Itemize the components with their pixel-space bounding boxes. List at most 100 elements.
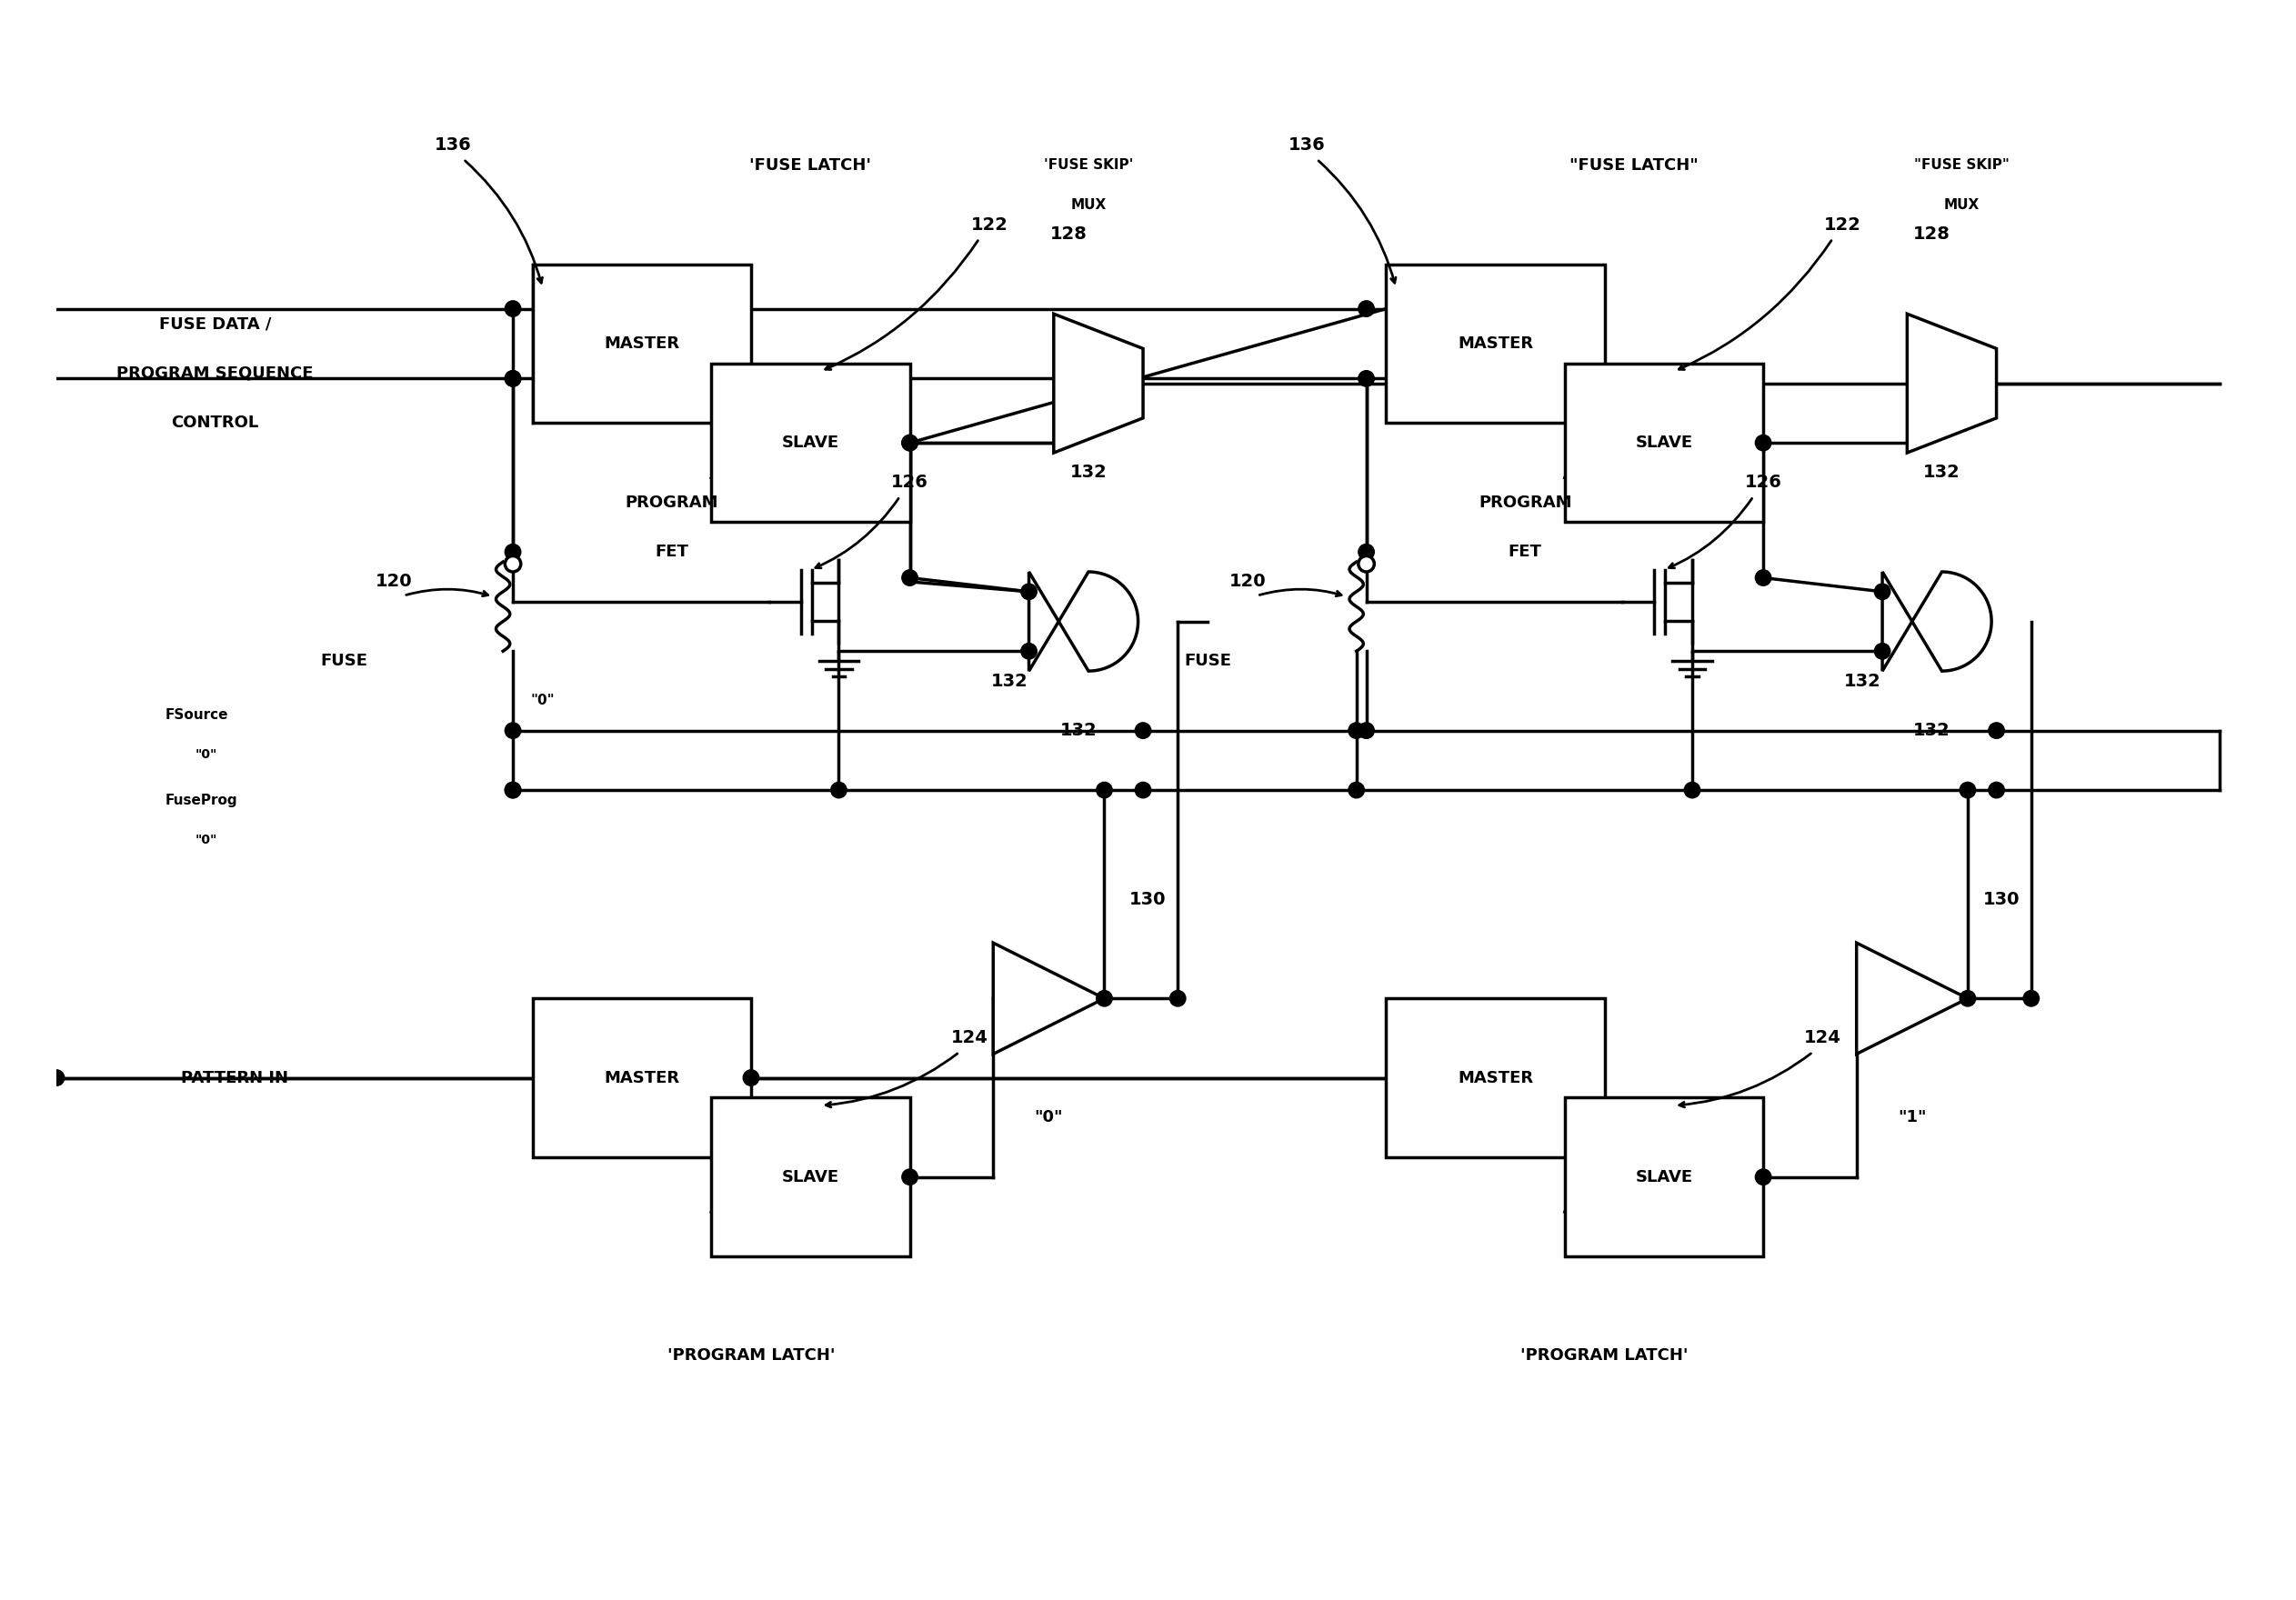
Text: PROGRAM: PROGRAM bbox=[625, 494, 719, 510]
Text: 136: 136 bbox=[434, 136, 473, 154]
Polygon shape bbox=[1054, 314, 1143, 453]
Circle shape bbox=[1359, 301, 1375, 317]
Circle shape bbox=[505, 371, 521, 387]
Text: FUSE: FUSE bbox=[321, 653, 367, 669]
Polygon shape bbox=[1883, 571, 1991, 670]
Text: 122: 122 bbox=[1823, 216, 1862, 234]
Circle shape bbox=[2023, 990, 2039, 1006]
Text: 122: 122 bbox=[971, 216, 1008, 234]
Circle shape bbox=[1756, 1170, 1770, 1186]
Circle shape bbox=[1874, 643, 1890, 659]
Text: SLAVE: SLAVE bbox=[1635, 435, 1692, 451]
Text: "0": "0" bbox=[195, 747, 218, 760]
Text: "1": "1" bbox=[1899, 1109, 1926, 1126]
Circle shape bbox=[1134, 782, 1150, 798]
Circle shape bbox=[505, 782, 521, 798]
Circle shape bbox=[1022, 584, 1038, 600]
Bar bbox=[712, 363, 909, 522]
Text: FET: FET bbox=[1508, 544, 1543, 560]
Text: PROGRAM: PROGRAM bbox=[1479, 494, 1573, 510]
Text: CONTROL: CONTROL bbox=[172, 414, 259, 430]
Circle shape bbox=[505, 782, 521, 798]
Text: 124: 124 bbox=[1805, 1029, 1841, 1046]
Polygon shape bbox=[994, 942, 1104, 1054]
Circle shape bbox=[902, 435, 918, 451]
Text: "0": "0" bbox=[1035, 1109, 1063, 1126]
Circle shape bbox=[1359, 555, 1375, 571]
Circle shape bbox=[902, 1170, 918, 1186]
Polygon shape bbox=[1908, 314, 1998, 453]
Text: MASTER: MASTER bbox=[1458, 336, 1534, 352]
Circle shape bbox=[1359, 544, 1375, 560]
Polygon shape bbox=[1029, 571, 1139, 670]
Text: 128: 128 bbox=[1913, 226, 1952, 243]
Bar bbox=[1566, 363, 1763, 522]
Text: 'FUSE SKIP': 'FUSE SKIP' bbox=[1045, 158, 1134, 171]
Text: 126: 126 bbox=[1745, 474, 1782, 491]
Text: SLAVE: SLAVE bbox=[1635, 1170, 1692, 1186]
Text: FUSE DATA /: FUSE DATA / bbox=[158, 315, 271, 331]
Text: 132: 132 bbox=[1061, 722, 1097, 739]
Text: MUX: MUX bbox=[1070, 198, 1107, 211]
Circle shape bbox=[744, 1070, 760, 1086]
Text: 'PROGRAM LATCH': 'PROGRAM LATCH' bbox=[1520, 1347, 1688, 1363]
Text: PROGRAM SEQUENCE: PROGRAM SEQUENCE bbox=[117, 365, 315, 381]
Circle shape bbox=[1988, 782, 2004, 798]
Circle shape bbox=[48, 1070, 64, 1086]
Text: SLAVE: SLAVE bbox=[783, 1170, 840, 1186]
Circle shape bbox=[1874, 584, 1890, 600]
Circle shape bbox=[1756, 435, 1770, 451]
Text: "FUSE SKIP": "FUSE SKIP" bbox=[1915, 158, 2009, 171]
Text: 132: 132 bbox=[990, 672, 1029, 690]
Circle shape bbox=[505, 723, 521, 739]
Text: 120: 120 bbox=[1228, 573, 1265, 590]
Circle shape bbox=[831, 782, 847, 798]
Text: PATTERN IN: PATTERN IN bbox=[181, 1070, 289, 1086]
Text: 130: 130 bbox=[1130, 891, 1166, 907]
Text: FuseProg: FuseProg bbox=[165, 794, 239, 806]
Text: 'FUSE LATCH': 'FUSE LATCH' bbox=[751, 157, 872, 173]
Text: MASTER: MASTER bbox=[1458, 1070, 1534, 1086]
Circle shape bbox=[1097, 782, 1111, 798]
Circle shape bbox=[505, 371, 521, 387]
Text: 'PROGRAM LATCH': 'PROGRAM LATCH' bbox=[668, 1347, 836, 1363]
Text: "0": "0" bbox=[530, 694, 556, 707]
Text: 132: 132 bbox=[1070, 464, 1107, 482]
Circle shape bbox=[505, 544, 521, 560]
Text: FET: FET bbox=[654, 544, 689, 560]
Text: 130: 130 bbox=[1984, 891, 2020, 907]
Text: "FUSE LATCH": "FUSE LATCH" bbox=[1570, 157, 1699, 173]
Circle shape bbox=[1988, 723, 2004, 739]
Circle shape bbox=[1961, 990, 1975, 1006]
Text: SLAVE: SLAVE bbox=[783, 435, 840, 451]
Text: 124: 124 bbox=[951, 1029, 987, 1046]
Circle shape bbox=[505, 555, 521, 571]
Text: 120: 120 bbox=[374, 573, 413, 590]
Circle shape bbox=[1134, 723, 1150, 739]
Text: MASTER: MASTER bbox=[604, 336, 680, 352]
Circle shape bbox=[1961, 782, 1975, 798]
Circle shape bbox=[1097, 990, 1111, 1006]
Circle shape bbox=[1348, 723, 1364, 739]
Text: "0": "0" bbox=[195, 834, 218, 846]
Bar bbox=[1387, 998, 1605, 1157]
Polygon shape bbox=[1857, 942, 1968, 1054]
Circle shape bbox=[1359, 371, 1375, 387]
Circle shape bbox=[1685, 782, 1699, 798]
Bar bbox=[1566, 1098, 1763, 1256]
Bar bbox=[1387, 264, 1605, 422]
Text: 136: 136 bbox=[1288, 136, 1325, 154]
Bar bbox=[533, 998, 751, 1157]
Text: 132: 132 bbox=[1913, 722, 1952, 739]
Text: FSource: FSource bbox=[165, 707, 230, 722]
Circle shape bbox=[1756, 570, 1770, 586]
Bar bbox=[533, 264, 751, 422]
Bar bbox=[712, 1098, 909, 1256]
Text: 128: 128 bbox=[1049, 226, 1088, 243]
Circle shape bbox=[1359, 723, 1375, 739]
Circle shape bbox=[1171, 990, 1185, 1006]
Circle shape bbox=[1348, 782, 1364, 798]
Text: 132: 132 bbox=[1844, 672, 1880, 690]
Circle shape bbox=[505, 301, 521, 317]
Circle shape bbox=[902, 570, 918, 586]
